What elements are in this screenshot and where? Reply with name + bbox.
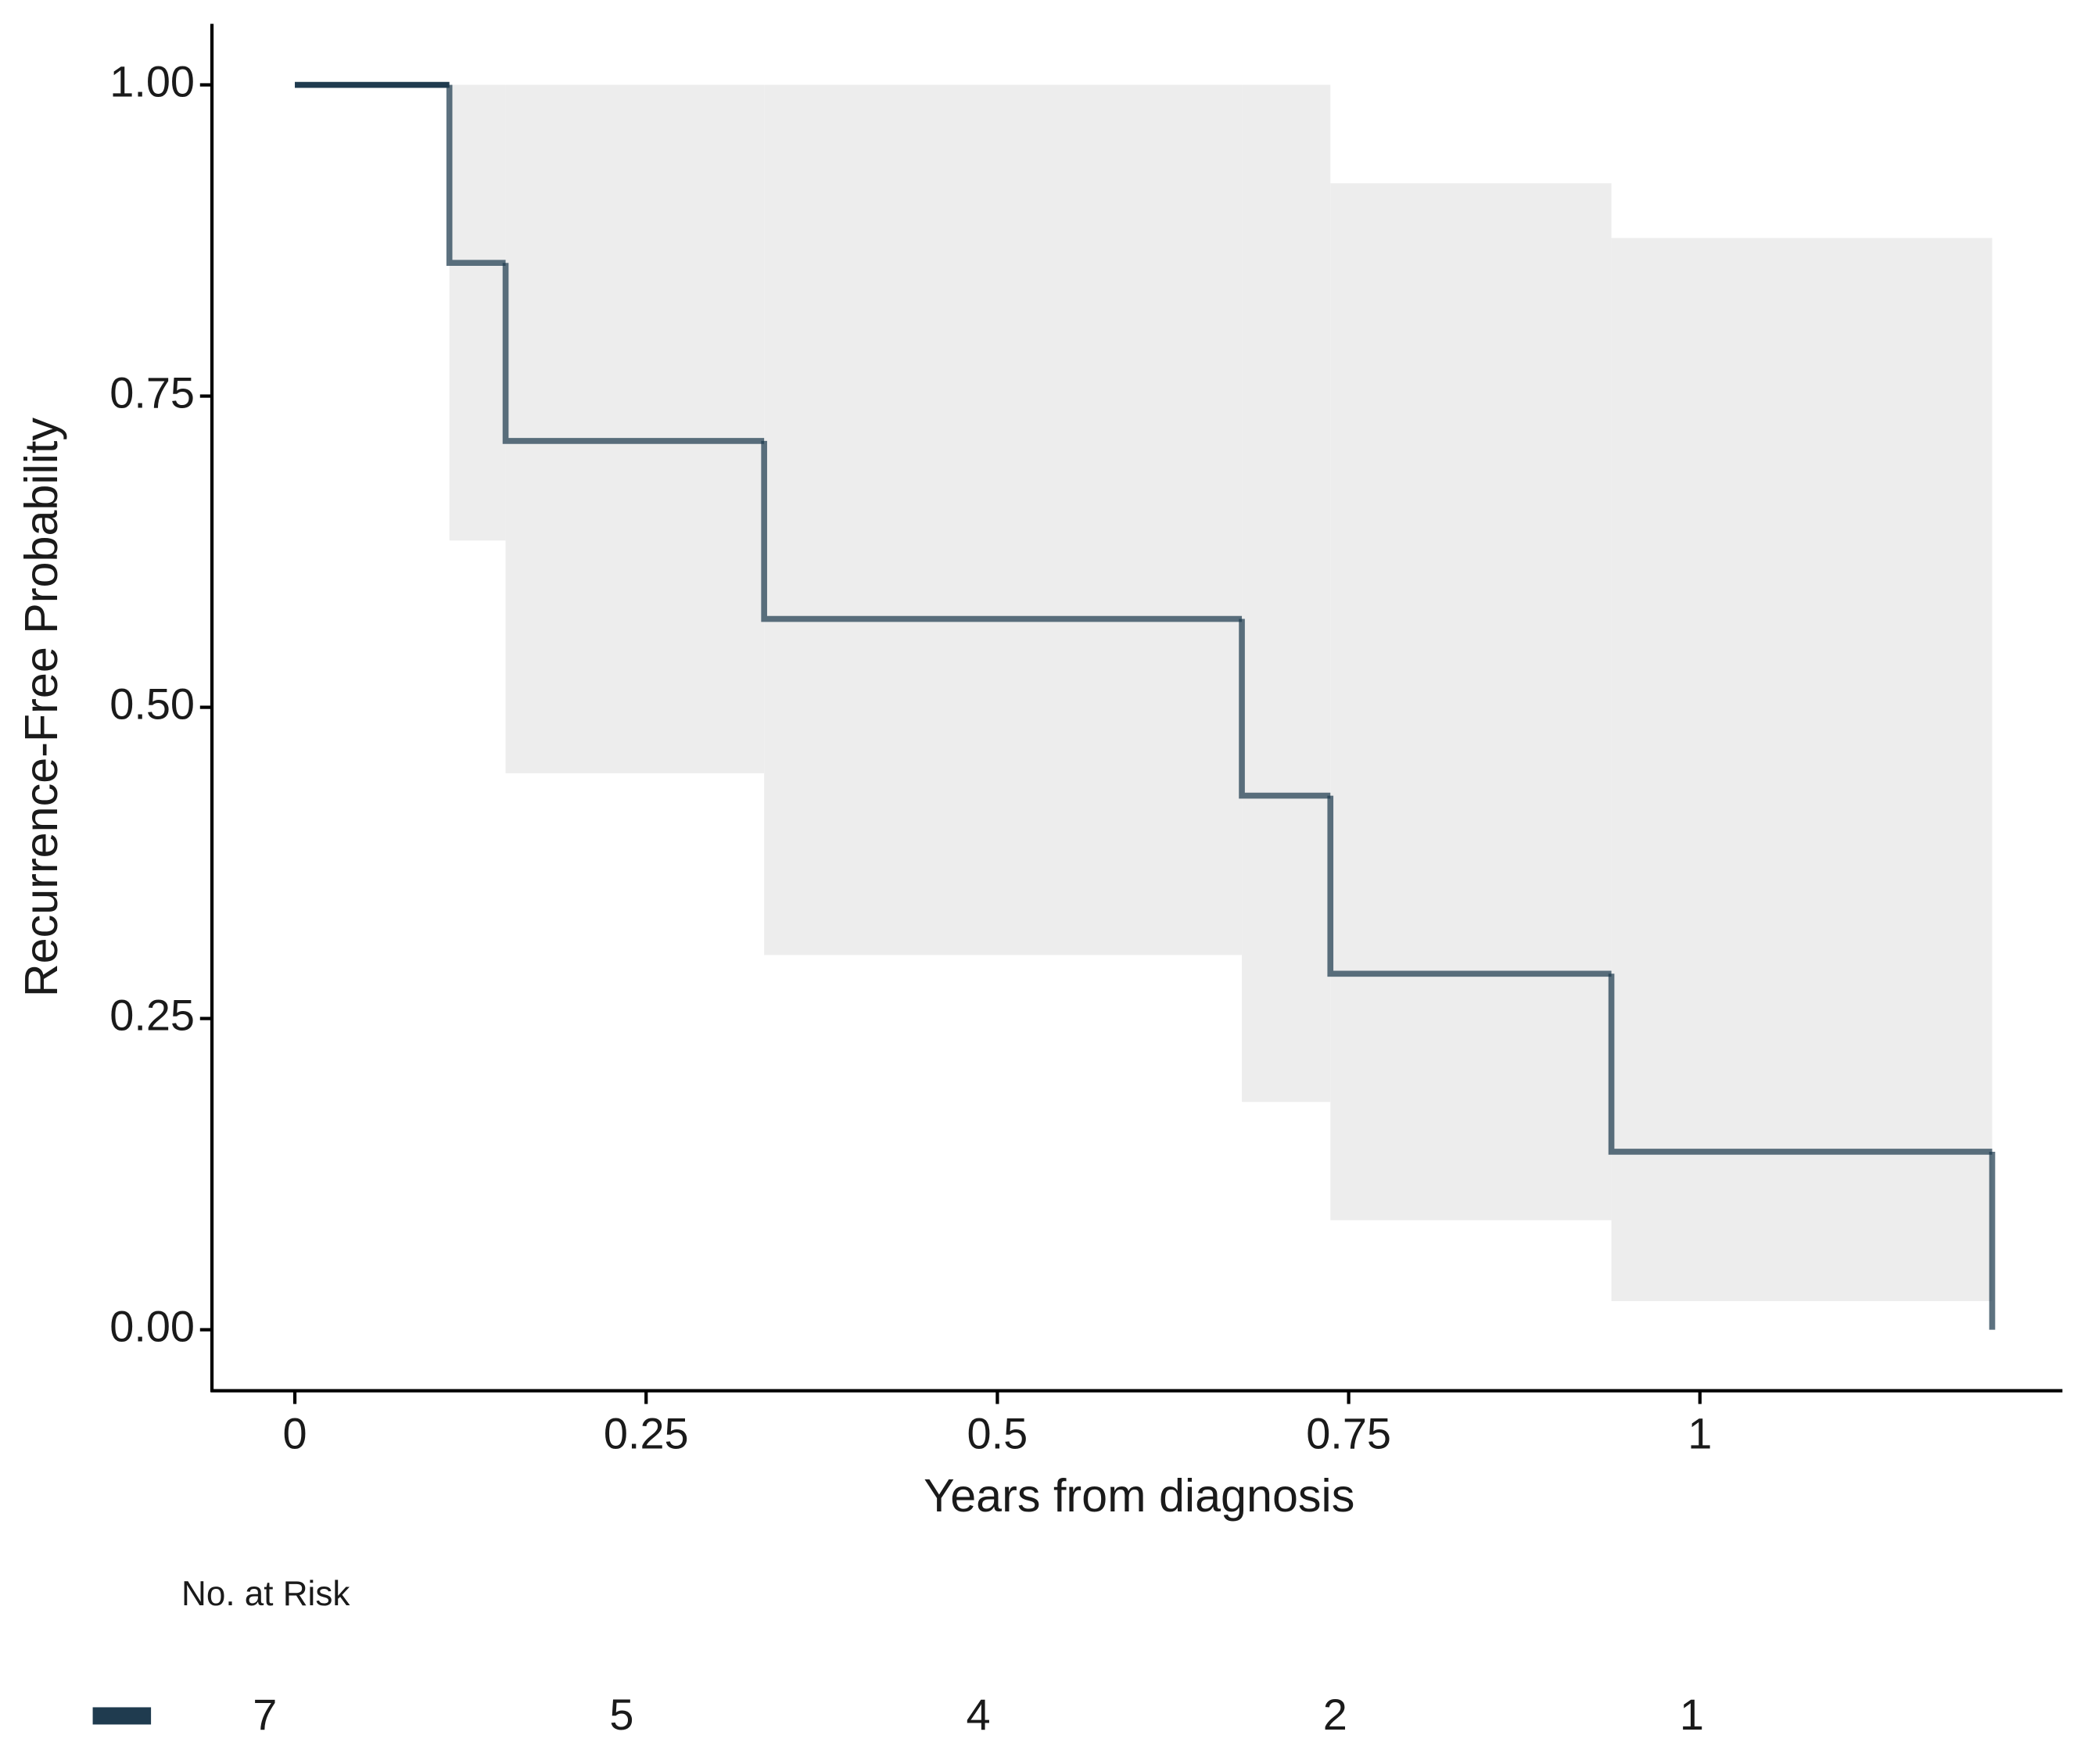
ci-band xyxy=(449,84,506,541)
confidence-band xyxy=(449,84,1993,1301)
y-tick-label: 0.50 xyxy=(109,679,195,728)
survival-step xyxy=(761,440,1243,622)
y-tick-label: 0.25 xyxy=(109,990,195,1039)
survival-step xyxy=(502,263,765,444)
x-tick-label: 0.75 xyxy=(1306,1409,1391,1458)
ci-band xyxy=(1242,84,1331,1102)
x-tick-label: 0.25 xyxy=(604,1409,689,1458)
risk-count: 1 xyxy=(1680,1690,1704,1739)
ci-band xyxy=(764,84,1243,956)
survival-step xyxy=(1239,618,1331,799)
survival-curve xyxy=(295,81,1996,1330)
x-tick-label: 0.5 xyxy=(967,1409,1028,1458)
risk-count: 4 xyxy=(967,1690,991,1739)
ci-band xyxy=(505,84,765,773)
y-tick-label: 0.00 xyxy=(109,1301,195,1350)
y-axis-title: Recurrence-Free Probability xyxy=(15,418,67,997)
y-tick-label: 1.00 xyxy=(109,56,195,106)
risk-count: 2 xyxy=(1323,1690,1347,1739)
survival-step xyxy=(1608,973,1993,1155)
y-tick-label: 0.75 xyxy=(109,368,195,417)
x-tick-label: 1 xyxy=(1688,1409,1712,1458)
ci-band xyxy=(1611,238,1993,1301)
x-tick-label: 0 xyxy=(282,1409,307,1458)
survival-step xyxy=(446,84,506,267)
x-axis-title: Years from diagnosis xyxy=(924,1469,1354,1522)
risk-count: 5 xyxy=(609,1690,633,1739)
risk-legend-swatch xyxy=(92,1707,152,1725)
ci-band xyxy=(1330,183,1612,1221)
risk-table-title: No. at Risk xyxy=(181,1575,350,1613)
survival-step xyxy=(1327,795,1612,977)
risk-count: 7 xyxy=(253,1690,277,1739)
